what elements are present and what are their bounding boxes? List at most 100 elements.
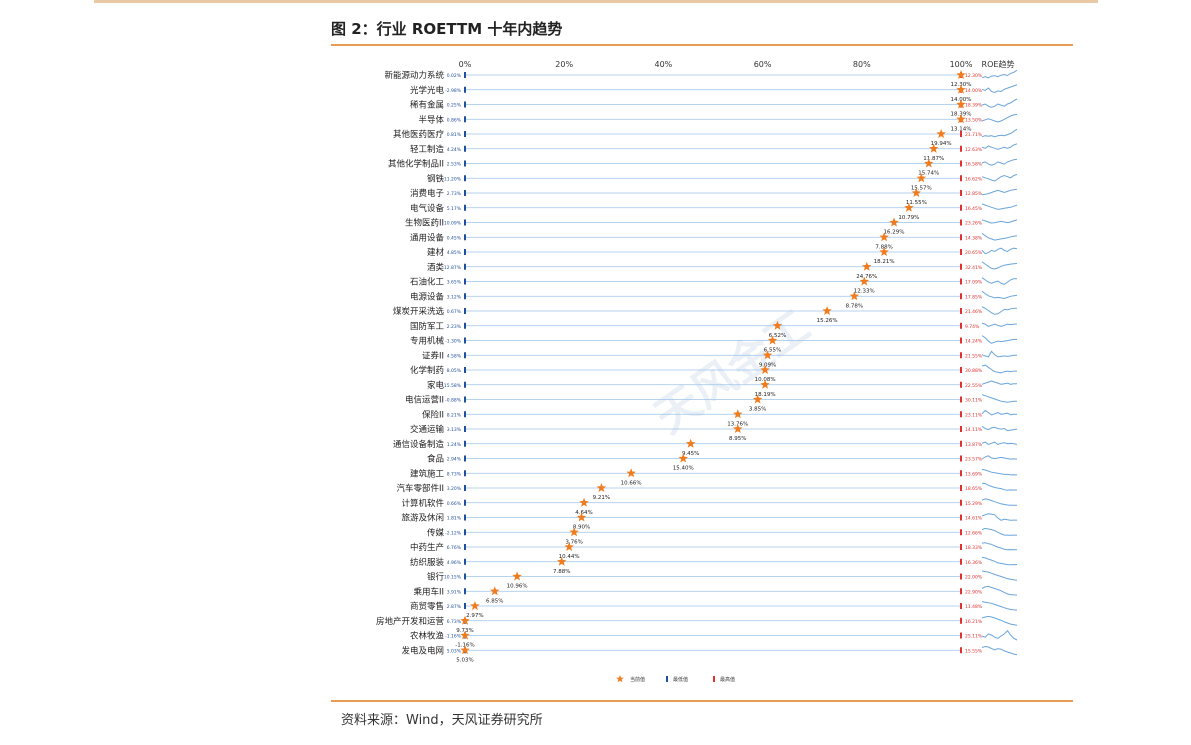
top-rule [94, 0, 1098, 3]
min-marker [464, 322, 466, 329]
industry-label: 房地产开发和运营 [376, 616, 444, 627]
max-marker [960, 426, 962, 432]
current-value-star [685, 438, 696, 448]
current-value-star [678, 453, 688, 463]
industry-label: 电源设备 [410, 291, 445, 302]
industry-label: 建筑施工 [410, 468, 445, 479]
max-value-label: 15.29% [965, 501, 983, 507]
current-value-label: 4.64% [575, 510, 592, 516]
min-value-label: -1.16% [445, 634, 462, 640]
current-value-star [904, 202, 914, 212]
roe-trend-sparkline [981, 113, 1018, 123]
current-value-star [956, 84, 966, 94]
max-marker [960, 485, 962, 491]
current-value-star [956, 99, 966, 109]
roe-trend-sparkline [981, 498, 1017, 506]
min-marker [464, 86, 466, 93]
current-value-star [576, 512, 587, 522]
current-value-star [924, 158, 934, 168]
x-tick-label: 0% [459, 60, 472, 69]
roe-trend-sparkline [981, 482, 1017, 491]
max-value-label: 12.30% [965, 73, 983, 79]
roe-trend-sparkline [981, 219, 1018, 224]
max-value-label: 30.11% [965, 398, 983, 404]
max-marker [960, 219, 962, 226]
max-marker [960, 367, 962, 373]
industry-label: 旅游及休闲 [401, 513, 444, 524]
max-value-label: 30.88% [965, 368, 983, 374]
industry-label: 电信运营II [405, 395, 444, 406]
max-marker [960, 308, 962, 314]
roe-trend-sparkline [981, 409, 1017, 416]
current-value-star [752, 394, 763, 404]
current-value-star [928, 143, 939, 153]
roe-trend-sparkline [981, 570, 1018, 581]
max-value-label: 25.11% [965, 634, 983, 640]
industry-label: 石油化工 [410, 277, 445, 288]
min-value-label: 8.05% [447, 368, 462, 374]
min-value-label: 2.23% [447, 324, 462, 330]
min-value-label: 12.87% [444, 265, 462, 271]
current-value-star [626, 468, 636, 478]
max-marker [960, 470, 962, 477]
industry-label: 其他医药医疗 [393, 129, 445, 140]
industry-label: 酒类 [427, 262, 445, 273]
roe-trend-sparkline [981, 247, 1018, 255]
min-marker [464, 573, 466, 580]
max-value-label: 18.33% [965, 545, 983, 551]
current-value-label: 24.76% [856, 274, 877, 280]
current-value-star [569, 527, 579, 537]
max-value-label: 17.85% [965, 294, 983, 300]
current-value-star [879, 232, 889, 242]
min-value-label: -1.30% [445, 339, 462, 345]
x-tick-label: 20% [555, 60, 573, 69]
max-marker [960, 411, 962, 418]
x-tick-label: 60% [754, 60, 772, 69]
roe-trend-sparkline [981, 174, 1018, 182]
max-marker [960, 558, 962, 565]
current-value-label: 12.33% [854, 289, 875, 295]
min-marker [464, 278, 466, 285]
min-value-label: 2.87% [447, 604, 462, 610]
x-tick-label: 80% [853, 60, 871, 69]
min-value-label: 6.73% [447, 619, 462, 625]
roe-trend-sparkline [981, 128, 1018, 138]
max-marker [960, 204, 962, 211]
min-marker [464, 499, 466, 506]
current-value-star [512, 571, 522, 581]
max-marker [960, 617, 962, 624]
current-value-label: 16.29% [884, 230, 905, 236]
industry-label: 新能源动力系统 [384, 70, 444, 81]
max-value-label: 22.55% [965, 383, 983, 389]
industry-label: 发电及电网 [401, 645, 444, 656]
industry-label: 纺织服装 [410, 557, 445, 568]
min-marker [464, 485, 466, 491]
roe-trend-sparkline [981, 232, 1018, 241]
current-value-label: 11.55% [906, 200, 927, 206]
min-value-label: -0.88% [445, 398, 462, 404]
current-value-star [879, 247, 889, 257]
min-value-label: 8.73% [447, 471, 462, 477]
current-value-star [849, 291, 860, 301]
min-marker [464, 381, 466, 388]
legend-star-marker [616, 675, 624, 683]
roe-trend-sparkline [981, 364, 1017, 374]
max-value-label: 18.39% [965, 103, 983, 109]
roe-trend-sparkline [981, 527, 1017, 536]
x-tick-label: 40% [655, 60, 673, 69]
min-value-label: 0.86% [447, 117, 462, 123]
current-value-star [760, 365, 770, 375]
legend-label-current: 当前值 [630, 676, 645, 683]
min-marker [464, 529, 466, 536]
current-value-label: 13.14% [951, 126, 972, 132]
industry-label: 稀有金属 [410, 100, 444, 111]
max-marker [960, 632, 962, 639]
max-value-label: 14.11% [965, 427, 983, 433]
max-marker [960, 529, 962, 536]
legend-min-marker [666, 676, 668, 682]
max-value-label: 13.69% [965, 471, 983, 477]
roe-trend-sparkline [981, 468, 1018, 476]
max-marker [960, 175, 962, 182]
industry-label: 传媒 [427, 527, 445, 538]
max-value-label: 12.66% [965, 530, 983, 536]
